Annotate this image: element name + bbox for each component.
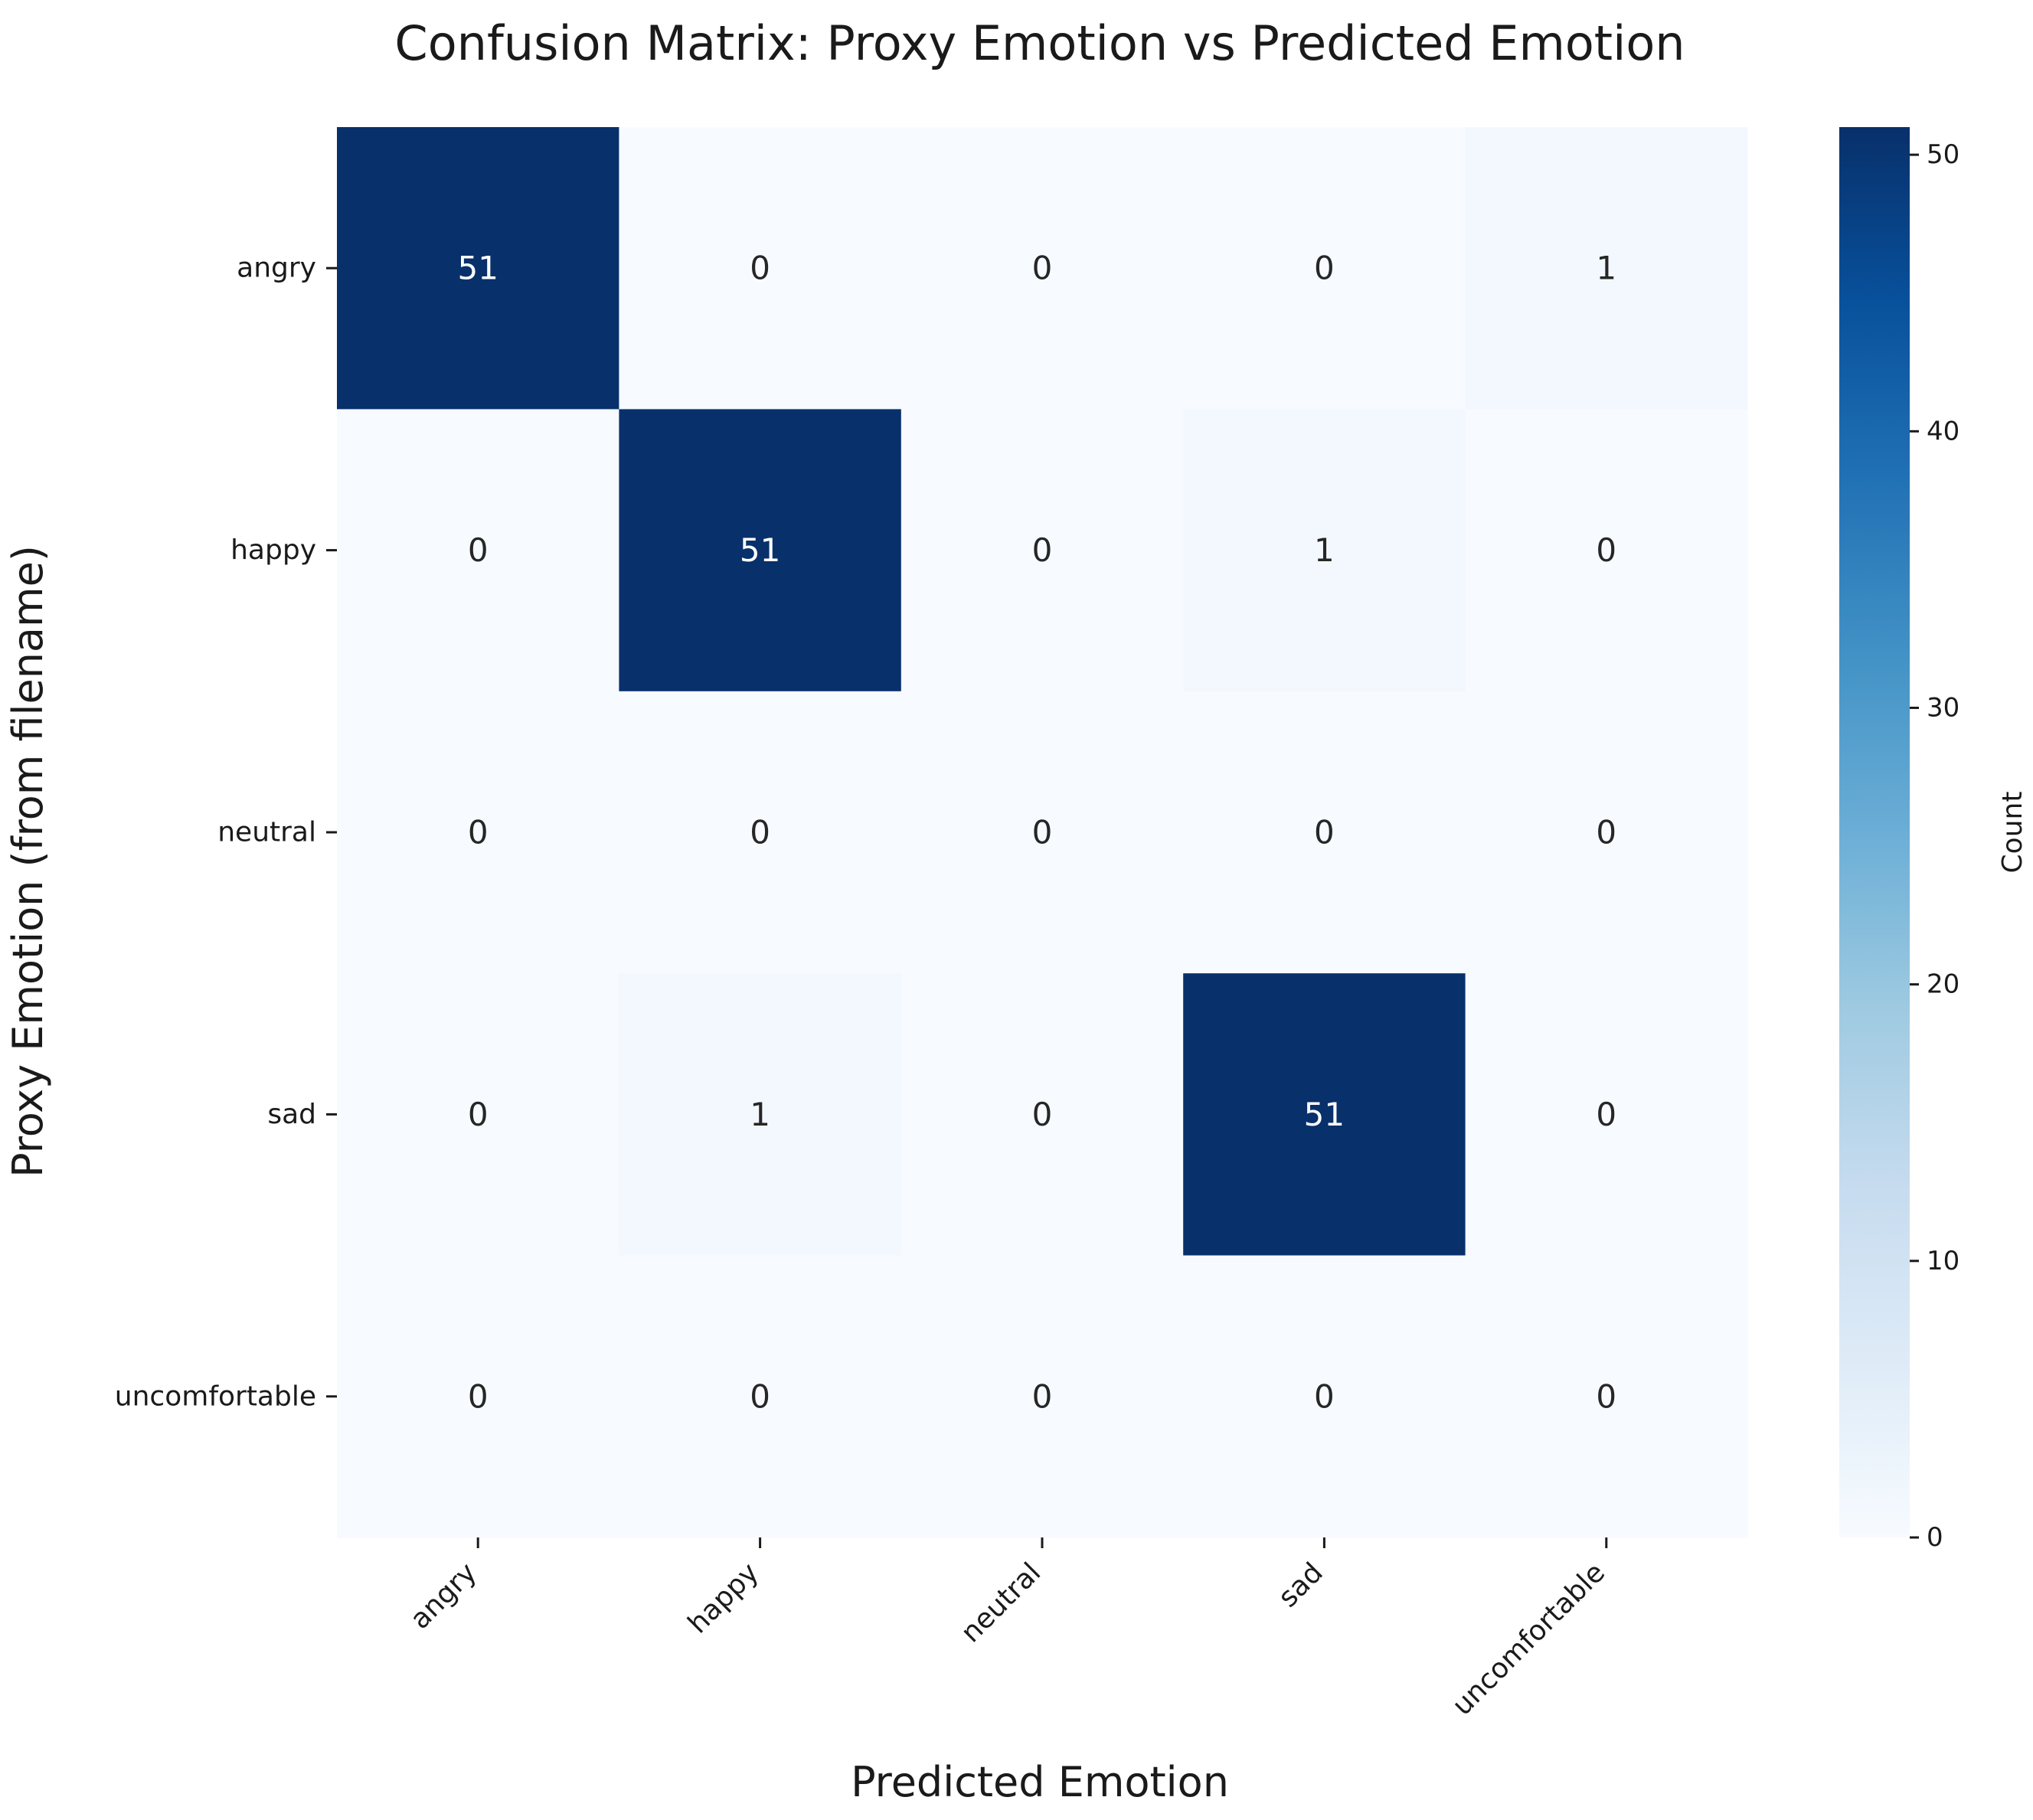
heatmap-cell	[900, 691, 1184, 974]
heatmap-cell	[337, 1255, 619, 1538]
cell-value-label: 0	[468, 531, 489, 569]
heatmap-cell	[1183, 1255, 1466, 1538]
colorbar-tick-label: 10	[1927, 1246, 1959, 1276]
y-tick-label: happy	[230, 534, 316, 566]
colorbar-tick-label: 40	[1927, 416, 1959, 446]
heatmap-cell	[1183, 973, 1466, 1256]
cell-value-label: 0	[1314, 250, 1335, 287]
heatmap-cell	[1183, 409, 1466, 692]
heatmap-cell	[1465, 409, 1748, 692]
cell-value-label: 0	[1596, 531, 1616, 569]
y-tick-label: angry	[237, 253, 316, 284]
x-tick-label: angry	[404, 1557, 482, 1635]
x-tick-label: sad	[1273, 1557, 1329, 1613]
colorbar: 0 10 20 30 40 50	[1839, 127, 1959, 1553]
cell-value-label: 0	[1032, 250, 1053, 287]
heatmap-cell	[900, 973, 1184, 1256]
heatmap-cell	[1465, 691, 1748, 974]
colorbar-tick-label: 0	[1927, 1522, 1943, 1553]
colorbar-tick-label: 30	[1927, 692, 1959, 723]
cell-value-label: 0	[1314, 814, 1335, 851]
heatmap-cell-labels: 51 0 0 0 1 0 51 0 1 0 0 0 0 0 0 0 1 0 51 0 0 0 0 0 0	[457, 250, 1616, 1416]
cell-value-label: 51	[457, 250, 498, 287]
chart-title: Confusion Matrix: Proxy Emotion vs Predi…	[394, 15, 1685, 71]
heatmap-cell	[1465, 127, 1748, 410]
heatmap-cell	[337, 691, 619, 974]
cell-value-label: 0	[468, 1096, 489, 1133]
heatmap-cell	[337, 127, 619, 410]
y-tick-label: sad	[267, 1099, 316, 1130]
cell-value-label: 0	[750, 1377, 770, 1415]
heatmap-cell	[337, 409, 619, 692]
x-tick-label: neutral	[955, 1557, 1047, 1648]
colorbar-tick-label: 50	[1927, 139, 1959, 170]
cell-value-label: 1	[1314, 531, 1335, 569]
heatmap-cell	[1465, 1255, 1748, 1538]
y-tick-label: uncomfortable	[115, 1381, 316, 1412]
cell-value-label: 1	[750, 1096, 770, 1133]
x-tick-label: happy	[682, 1557, 765, 1639]
y-axis: angry happy neutral sad uncomfortable	[115, 253, 337, 1412]
cell-value-label: 51	[1304, 1096, 1345, 1133]
heatmap-cell	[1183, 691, 1466, 974]
cell-value-label: 0	[468, 1377, 489, 1415]
colorbar-tick-label: 20	[1927, 969, 1959, 1000]
cell-value-label: 0	[1596, 814, 1616, 851]
heatmap-cell	[619, 973, 902, 1256]
heatmap-cell	[1465, 973, 1748, 1256]
x-axis-label: Predicted Emotion	[851, 1758, 1229, 1806]
cell-value-label: 0	[1032, 1377, 1053, 1415]
cell-value-label: 51	[740, 531, 780, 569]
cell-value-label: 0	[1596, 1377, 1616, 1415]
heatmap-cells	[337, 127, 1748, 1538]
cell-value-label: 0	[1032, 1096, 1053, 1133]
cell-value-label: 0	[1032, 531, 1053, 569]
x-axis: angry happy neutral sad uncomfortable	[404, 1537, 1611, 1721]
heatmap-cell	[619, 127, 902, 410]
heatmap-cell	[900, 127, 1184, 410]
cell-value-label: 0	[750, 814, 770, 851]
heatmap-cell	[900, 1255, 1184, 1538]
heatmap-cell	[337, 973, 619, 1256]
y-axis-label: Proxy Emotion (from filename)	[4, 545, 52, 1178]
y-tick-label: neutral	[217, 817, 316, 848]
colorbar-gradient	[1839, 127, 1910, 1537]
cell-value-label: 0	[468, 814, 489, 851]
cell-value-label: 0	[1032, 814, 1053, 851]
cell-value-label: 1	[1596, 250, 1616, 287]
cell-value-label: 0	[1596, 1096, 1616, 1133]
heatmap-cell	[619, 409, 902, 692]
heatmap-cell	[619, 691, 902, 974]
heatmap-cell	[619, 1255, 902, 1538]
x-tick-label: uncomfortable	[1446, 1557, 1611, 1721]
cell-value-label: 0	[1314, 1377, 1335, 1415]
cell-value-label: 0	[750, 250, 770, 287]
heatmap-cell	[1183, 127, 1466, 410]
colorbar-label: Count	[1997, 792, 2028, 874]
heatmap-cell	[900, 409, 1184, 692]
